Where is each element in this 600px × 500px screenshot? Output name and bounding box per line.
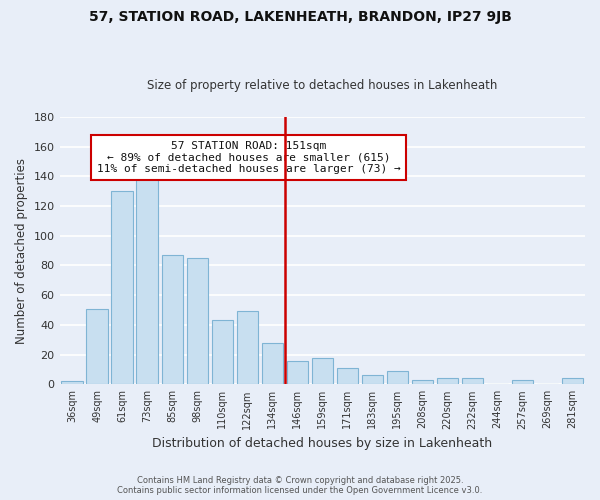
Bar xyxy=(387,371,408,384)
Bar xyxy=(437,378,458,384)
Bar xyxy=(362,376,383,384)
Bar xyxy=(337,368,358,384)
Bar xyxy=(86,308,108,384)
Text: 57, STATION ROAD, LAKENHEATH, BRANDON, IP27 9JB: 57, STATION ROAD, LAKENHEATH, BRANDON, I… xyxy=(89,10,511,24)
Bar xyxy=(311,358,333,384)
Bar xyxy=(61,382,83,384)
Text: 57 STATION ROAD: 151sqm
← 89% of detached houses are smaller (615)
11% of semi-d: 57 STATION ROAD: 151sqm ← 89% of detache… xyxy=(97,141,401,174)
Bar xyxy=(161,255,183,384)
Y-axis label: Number of detached properties: Number of detached properties xyxy=(15,158,28,344)
Bar xyxy=(562,378,583,384)
Bar xyxy=(187,258,208,384)
Bar xyxy=(236,312,258,384)
Text: Contains HM Land Registry data © Crown copyright and database right 2025.
Contai: Contains HM Land Registry data © Crown c… xyxy=(118,476,482,495)
X-axis label: Distribution of detached houses by size in Lakenheath: Distribution of detached houses by size … xyxy=(152,437,493,450)
Bar xyxy=(212,320,233,384)
Bar xyxy=(136,176,158,384)
Bar xyxy=(112,191,133,384)
Bar xyxy=(462,378,483,384)
Bar xyxy=(412,380,433,384)
Bar xyxy=(262,342,283,384)
Bar xyxy=(287,360,308,384)
Bar xyxy=(512,380,533,384)
Title: Size of property relative to detached houses in Lakenheath: Size of property relative to detached ho… xyxy=(147,79,497,92)
